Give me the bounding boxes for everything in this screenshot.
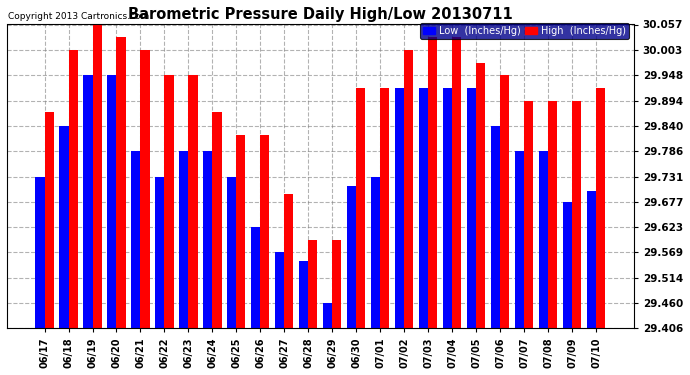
Bar [419,88,428,328]
Bar [371,177,380,328]
Bar [83,75,92,328]
Bar [428,37,437,328]
Bar [587,191,596,328]
Bar [188,75,197,328]
Bar [251,227,260,328]
Bar [347,186,356,328]
Bar [572,100,581,328]
Bar [395,88,404,328]
Text: Copyright 2013 Cartronics.com: Copyright 2013 Cartronics.com [8,12,149,21]
Bar [563,202,572,328]
Bar [237,135,246,328]
Bar [35,177,45,328]
Bar [323,303,333,328]
Bar [108,75,117,328]
Bar [308,240,317,328]
Bar [452,37,462,328]
Legend: Low  (Inches/Hg), High  (Inches/Hg): Low (Inches/Hg), High (Inches/Hg) [420,23,629,39]
Bar [596,88,605,328]
Bar [45,112,54,328]
Bar [443,88,452,328]
Bar [299,261,308,328]
Bar [356,88,366,328]
Bar [204,151,213,328]
Bar [179,151,188,328]
Bar [467,88,476,328]
Bar [92,24,101,328]
Bar [548,100,558,328]
Bar [333,240,342,328]
Bar [515,151,524,328]
Bar [404,50,413,328]
Bar [155,177,164,328]
Bar [539,151,548,328]
Bar [59,126,68,328]
Bar [68,50,78,328]
Bar [164,75,174,328]
Bar [275,252,284,328]
Title: Barometric Pressure Daily High/Low 20130711: Barometric Pressure Daily High/Low 20130… [128,7,513,22]
Bar [524,100,533,328]
Bar [213,112,221,328]
Bar [284,194,293,328]
Bar [491,126,500,328]
Bar [227,177,237,328]
Bar [500,75,509,328]
Bar [260,135,270,328]
Bar [131,151,141,328]
Bar [141,50,150,328]
Bar [476,63,485,328]
Bar [117,37,126,328]
Bar [380,88,389,328]
